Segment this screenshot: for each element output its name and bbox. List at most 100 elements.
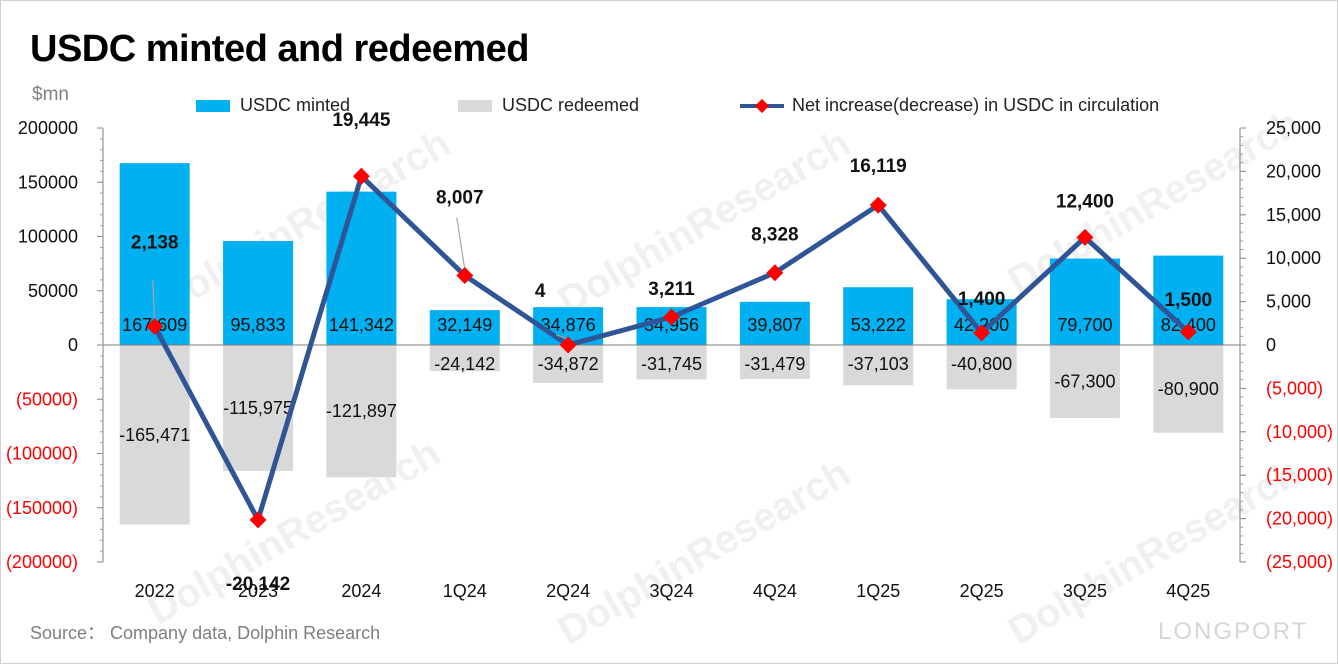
left-axis-tick: 100000 [18, 227, 78, 247]
net-marker [456, 267, 474, 284]
legend-item-net: Net increase(decrease) in USDC in circul… [740, 95, 1159, 116]
right-axis-tick: 25,000 [1266, 118, 1321, 138]
redeemed-data-label: -80,900 [1158, 379, 1219, 399]
right-axis-tick: (15,000) [1266, 465, 1333, 485]
net-marker [663, 308, 680, 326]
category-label: 2023 [238, 581, 278, 601]
net-label-leader [456, 217, 466, 270]
right-axis-tick: 5,000 [1266, 292, 1311, 312]
brand-logo: LONGPORT [1158, 618, 1309, 645]
bar-minted [843, 287, 914, 345]
redeemed-data-label: -67,300 [1054, 372, 1115, 392]
right-axis-tick: 0 [1266, 335, 1276, 355]
right-axis-tick: (25,000) [1266, 552, 1333, 572]
minted-data-label: 95,833 [231, 315, 286, 335]
bar-minted [326, 191, 397, 345]
left-axis-tick: 200000 [18, 118, 78, 138]
net-data-label: 3,211 [648, 279, 695, 300]
net-data-label: 12,400 [1056, 191, 1114, 212]
bar-redeemed [946, 345, 1017, 390]
legend-item-redeemed: USDC redeemed [458, 95, 639, 116]
left-axis-tick: (50000) [16, 389, 78, 409]
category-label: 2024 [341, 581, 381, 601]
left-axis-tick: 50000 [28, 281, 78, 301]
bar-redeemed [739, 345, 810, 380]
legend-swatch-redeemed [458, 100, 492, 113]
right-axis-tick: (20,000) [1266, 509, 1333, 529]
category-label: 1Q24 [443, 581, 487, 601]
left-axis-tick: (200000) [6, 552, 78, 572]
left-axis-tick: (150000) [6, 498, 78, 518]
redeemed-data-label: -37,103 [848, 354, 909, 374]
redeemed-data-label: -31,479 [744, 354, 805, 374]
bar-redeemed [429, 345, 500, 372]
bar-redeemed [636, 345, 707, 380]
right-axis-tick: (10,000) [1266, 422, 1333, 442]
minted-data-label: 39,807 [747, 315, 802, 335]
net-marker [146, 317, 164, 335]
net-marker [559, 336, 577, 354]
legend-swatch-net [740, 99, 784, 114]
net-marker [249, 511, 267, 529]
redeemed-data-label: -121,897 [326, 401, 397, 421]
net-data-label: 8,328 [751, 225, 799, 246]
right-axis-tick: 15,000 [1266, 205, 1321, 225]
legend-item-minted: USDC minted [196, 95, 350, 116]
net-data-label: -20,142 [226, 574, 290, 595]
category-label: 1Q25 [856, 581, 900, 601]
right-axis-tick: 20,000 [1266, 161, 1321, 181]
legend-label-redeemed: USDC redeemed [502, 95, 640, 115]
net-data-label: 19,445 [332, 110, 391, 131]
right-axis-tick: 10,000 [1266, 248, 1321, 268]
minted-data-label: 141,342 [329, 315, 394, 335]
redeemed-data-label: -31,745 [641, 354, 702, 374]
legend-swatch-minted [196, 100, 230, 113]
category-label: 3Q25 [1063, 581, 1107, 601]
category-label: 2Q24 [546, 581, 590, 601]
net-label-leader [152, 280, 156, 321]
net-marker [766, 264, 784, 282]
bar-redeemed [326, 345, 397, 478]
minted-data-label: 34,876 [541, 315, 596, 335]
category-label: 2022 [135, 581, 175, 601]
net-label-leader [555, 334, 569, 340]
redeemed-data-label: -115,975 [223, 398, 293, 418]
legend-label-minted: USDC minted [240, 95, 351, 115]
bar-minted [739, 301, 810, 345]
net-data-label: 1,400 [958, 289, 1006, 310]
net-data-label: 1,500 [1165, 290, 1213, 311]
minted-data-label: 79,700 [1057, 315, 1112, 335]
category-label: 3Q24 [649, 581, 693, 601]
redeemed-data-label: -24,142 [434, 354, 495, 374]
category-label: 4Q25 [1166, 581, 1210, 601]
left-axis-tick: (100000) [6, 444, 78, 464]
net-data-label: 16,119 [850, 156, 907, 177]
redeemed-data-label: -34,872 [538, 354, 599, 374]
chart-title: USDC minted and redeemed [30, 28, 530, 70]
minted-data-label: 32,149 [437, 315, 492, 335]
redeemed-data-label: -40,800 [951, 354, 1012, 374]
redeemed-data-label: -165,471 [119, 425, 190, 445]
net-data-label: 2,138 [131, 232, 179, 253]
right-axis-tick: (5,000) [1266, 378, 1323, 398]
net-marker [973, 324, 991, 342]
category-label: 2Q25 [960, 581, 1004, 601]
bar-redeemed [843, 345, 914, 386]
bar-minted [1049, 258, 1120, 345]
left-axis-tick: 150000 [18, 172, 78, 192]
net-data-label: 4 [535, 281, 546, 302]
net-marker [352, 167, 370, 185]
bar-minted [223, 241, 294, 345]
source-note: Source： Company data, Dolphin Research [30, 623, 381, 643]
left-axis-tick: 0 [68, 335, 78, 355]
minted-data-label: 53,222 [851, 315, 906, 335]
net-data-label: 8,007 [436, 187, 484, 208]
category-label: 4Q24 [753, 581, 797, 601]
legend-label-net: Net increase(decrease) in USDC in circul… [792, 95, 1160, 115]
bar-redeemed [1049, 345, 1120, 419]
net-marker [869, 196, 887, 214]
bar-redeemed [1153, 345, 1224, 433]
unit-label: $mn [32, 84, 69, 105]
bar-minted [429, 310, 500, 345]
